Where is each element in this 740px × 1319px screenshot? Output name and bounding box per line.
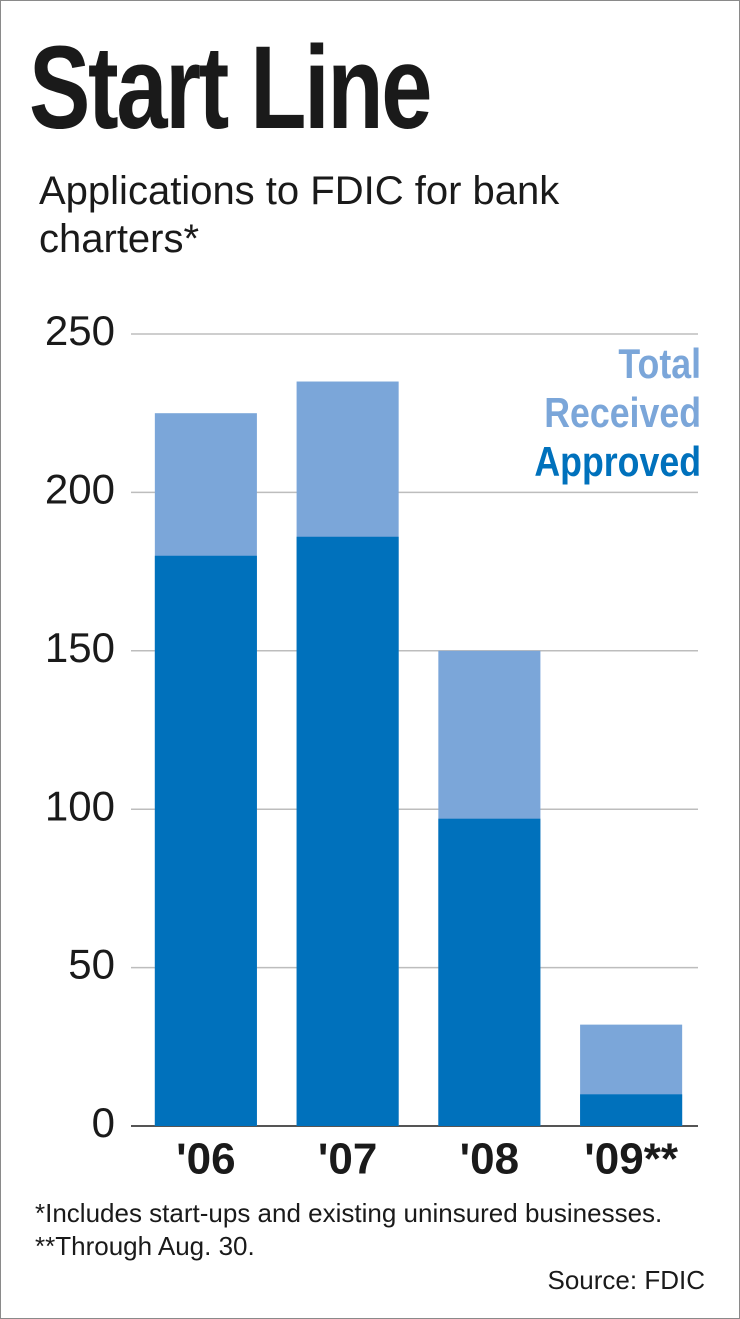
bar xyxy=(438,818,541,1126)
x-tick-label: '08 xyxy=(460,1135,519,1184)
legend-entry: Total Received xyxy=(544,340,701,436)
bar xyxy=(154,555,257,1126)
x-tick-label: '09** xyxy=(584,1135,679,1184)
chart-title: Start Line xyxy=(29,22,432,154)
footnote: *Includes start-ups and existing uninsur… xyxy=(35,1198,663,1261)
y-tick-label: 0 xyxy=(92,1099,115,1146)
x-tick-label: '07 xyxy=(318,1135,377,1184)
legend-entry: Approved xyxy=(534,438,701,485)
y-tick-label: 150 xyxy=(45,624,115,671)
source: Source: FDIC xyxy=(547,1265,706,1295)
y-tick-label: 100 xyxy=(45,782,115,829)
y-tick-label: 250 xyxy=(45,307,115,354)
bar xyxy=(296,536,399,1126)
chart-subtitle: Applications to FDIC for bank charters* xyxy=(39,169,560,261)
y-tick-label: 200 xyxy=(45,465,115,512)
legend: Total Received Approved xyxy=(471,339,701,486)
x-tick-label: '06 xyxy=(176,1135,235,1184)
bar xyxy=(580,1094,683,1126)
y-tick-label: 50 xyxy=(68,941,115,988)
